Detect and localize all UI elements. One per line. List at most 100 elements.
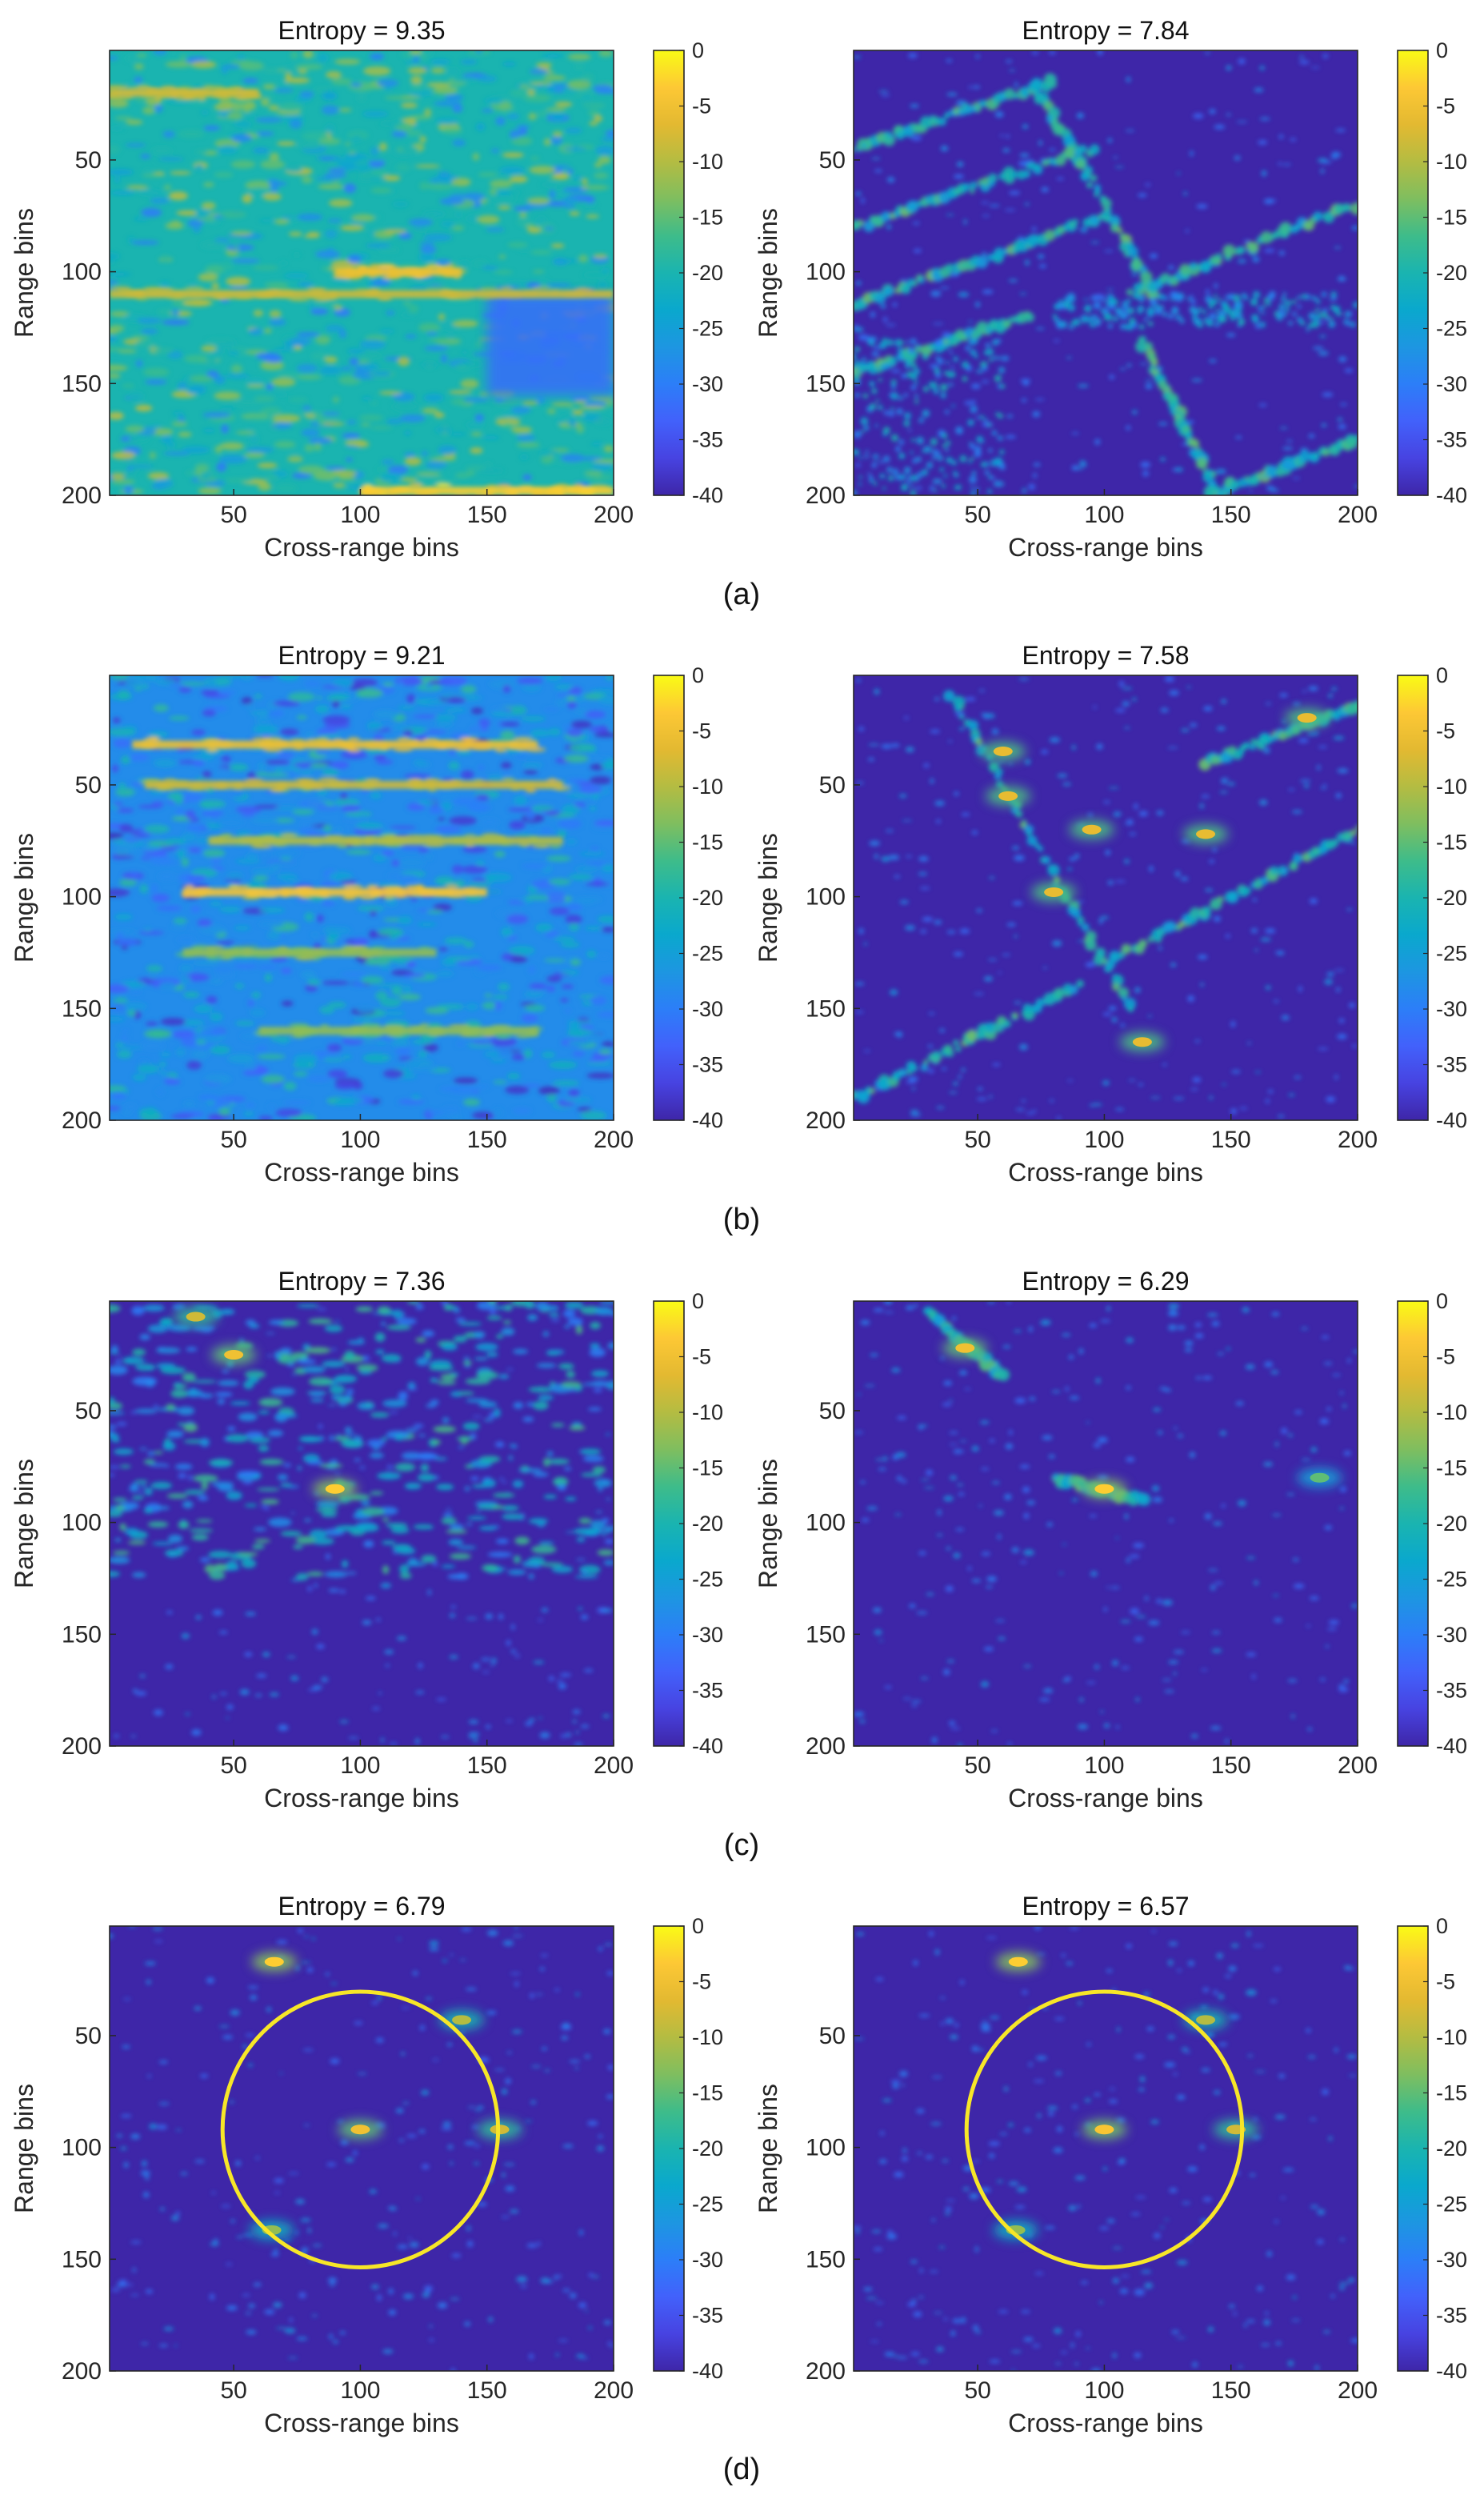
x-tick-label: 50 — [220, 1127, 246, 1153]
y-axis-label: Range bins — [754, 2084, 782, 2213]
x-tick-label: 200 — [1338, 1127, 1378, 1153]
hotspot-mark — [1094, 1484, 1114, 1494]
colorbar-tick-label: -15 — [692, 2081, 723, 2105]
colorbar-tick-label: -40 — [1436, 1108, 1467, 1132]
hotspot-mark — [1082, 824, 1102, 835]
colorbar-tick-label: -35 — [1436, 2304, 1467, 2328]
heatmap-image — [110, 1926, 614, 2371]
y-axis-label: Range bins — [754, 1459, 782, 1588]
x-tick-label: 100 — [1084, 502, 1124, 528]
heatmap-image — [110, 675, 614, 1120]
colorbar-tick-label: 0 — [1436, 38, 1448, 62]
colorbar-tick-label: -35 — [692, 2304, 723, 2328]
panel-title: Entropy = 9.21 — [278, 641, 445, 670]
x-axis-label: Cross-range bins — [1008, 1158, 1203, 1187]
colorbar-tick-label: -10 — [1436, 2025, 1467, 2049]
colorbar-tick-label: -5 — [1436, 94, 1455, 118]
x-tick-label: 50 — [964, 1127, 990, 1153]
y-tick-label: 200 — [806, 1733, 846, 1760]
colorbar-tick-label: -25 — [1436, 1568, 1467, 1592]
y-axis-label: Range bins — [10, 2084, 38, 2213]
y-tick-label: 150 — [62, 2246, 102, 2273]
axes-frame — [109, 50, 614, 496]
x-tick-label: 100 — [1084, 1752, 1124, 1779]
colorbar-tick-label: -35 — [1436, 428, 1467, 452]
x-tick-label: 150 — [1211, 502, 1251, 528]
colorbar-tick-label: -10 — [1436, 775, 1467, 799]
x-axis-label: Cross-range bins — [264, 1784, 459, 1812]
heatmap-image — [110, 1301, 614, 1746]
colorbar-tick-label: -40 — [692, 2359, 723, 2383]
colorbar-tick-label: -20 — [1436, 886, 1467, 910]
colorbar-tick-label: -15 — [1436, 2081, 1467, 2105]
colorbar — [654, 50, 684, 495]
colorbar-tick-label: -40 — [1436, 1734, 1467, 1758]
colorbar-tick-label: -20 — [692, 886, 723, 910]
colorbar-tick-label: -35 — [692, 428, 723, 452]
panels-layer: Entropy = 9.35 50 100 150 200 50 100 150 200 Cros… — [10, 16, 1467, 2437]
panel-4: Entropy = 7.58 50 100 150 200 50 100 150 200 Cros… — [754, 641, 1467, 1187]
x-tick-label: 100 — [340, 1752, 380, 1779]
y-tick-label: 150 — [62, 370, 102, 397]
colorbar-tick-label: 0 — [692, 663, 704, 687]
heatmap-background — [110, 1926, 614, 2371]
hotspot-mark — [224, 1350, 244, 1360]
colorbar-tick-label: -30 — [692, 1623, 723, 1647]
colorbar-tick-label: -20 — [692, 1512, 723, 1536]
hotspot-mark — [1196, 2015, 1216, 2025]
panel-title: Entropy = 7.36 — [278, 1267, 445, 1296]
caption-a: (a) — [723, 578, 760, 611]
axes-frame — [109, 1300, 614, 1747]
y-tick-label: 100 — [62, 1510, 102, 1536]
x-axis-label: Cross-range bins — [264, 1158, 459, 1187]
y-tick-label: 50 — [819, 1398, 846, 1424]
colorbar — [1398, 1301, 1428, 1746]
x-tick-label: 200 — [1338, 2377, 1378, 2404]
colorbar-tick-label: -40 — [1436, 483, 1467, 507]
colorbar-tick-label: -10 — [692, 775, 723, 799]
colorbar-tick-label: -5 — [1436, 719, 1455, 743]
colorbar-tick-label: -25 — [1436, 317, 1467, 341]
hotspot-mark — [350, 2125, 370, 2135]
x-tick-label: 150 — [467, 2377, 507, 2404]
x-tick-label: 150 — [467, 502, 507, 528]
x-tick-label: 200 — [594, 2377, 634, 2404]
y-axis-label: Range bins — [10, 208, 38, 338]
x-tick-label: 50 — [964, 1752, 990, 1779]
y-tick-label: 100 — [62, 2135, 102, 2161]
y-tick-label: 150 — [806, 995, 846, 1022]
colorbar — [1398, 1926, 1428, 2371]
x-tick-label: 50 — [220, 502, 246, 528]
caption-d: (d) — [723, 2453, 760, 2486]
colorbar-tick-label: -5 — [692, 1970, 711, 1994]
colorbar-tick-label: -35 — [692, 1053, 723, 1077]
x-tick-label: 200 — [594, 1752, 634, 1779]
colorbar-tick-label: 0 — [1436, 1289, 1448, 1313]
x-axis-label: Cross-range bins — [264, 533, 459, 562]
x-tick-label: 200 — [594, 502, 634, 528]
x-tick-label: 100 — [1084, 2377, 1124, 2404]
x-axis-label: Cross-range bins — [1008, 1784, 1203, 1812]
hotspot-mark — [993, 746, 1013, 756]
y-tick-label: 200 — [62, 1733, 102, 1760]
colorbar-tick-label: -10 — [692, 1400, 723, 1424]
y-tick-label: 200 — [806, 483, 846, 509]
x-tick-label: 100 — [1084, 1127, 1124, 1153]
x-tick-label: 50 — [964, 2377, 990, 2404]
y-axis-label: Range bins — [10, 833, 38, 963]
hotspot-mark — [1310, 1472, 1330, 1483]
x-tick-label: 100 — [340, 1127, 380, 1153]
colorbar-tick-label: -25 — [692, 2193, 723, 2217]
x-tick-label: 150 — [1211, 2377, 1251, 2404]
panel-6: Entropy = 6.29 50 100 150 200 50 100 150 200 Cros… — [754, 1267, 1467, 1812]
y-tick-label: 50 — [75, 772, 102, 799]
colorbar-tick-label: -20 — [692, 2137, 723, 2161]
hotspot-mark — [452, 2015, 472, 2025]
colorbar-tick-label: -20 — [1436, 2137, 1467, 2161]
colorbar-tick-label: -20 — [1436, 261, 1467, 285]
colorbar-tick-label: -30 — [1436, 1623, 1467, 1647]
colorbar-tick-label: -5 — [692, 94, 711, 118]
y-tick-label: 200 — [62, 483, 102, 509]
y-tick-label: 50 — [75, 2023, 102, 2049]
hotspot-mark — [1132, 1037, 1152, 1047]
